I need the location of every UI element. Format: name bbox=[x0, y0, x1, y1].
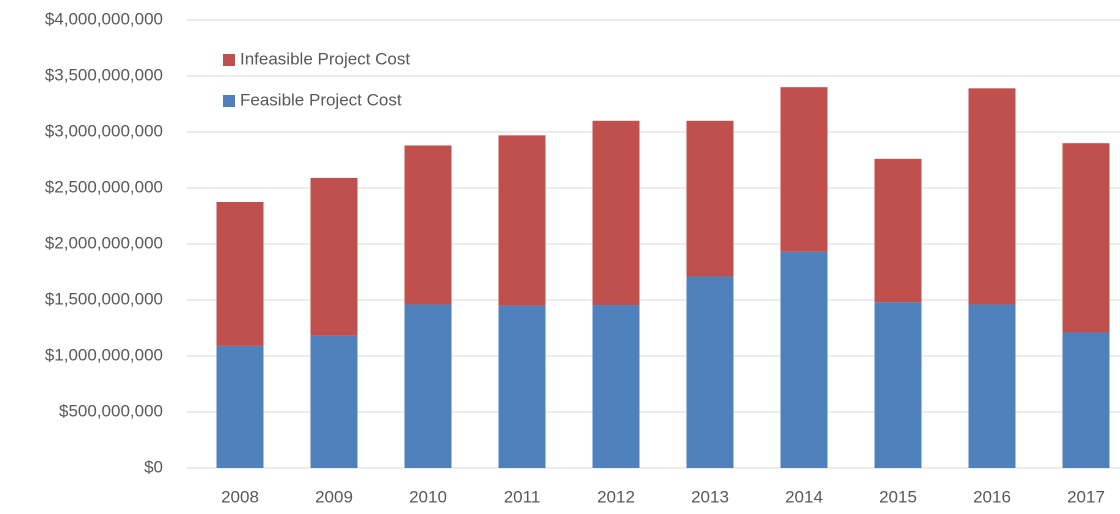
bar-segment bbox=[780, 251, 828, 468]
y-tick-label: $3,000,000,000 bbox=[45, 121, 163, 140]
x-tick-label: 2008 bbox=[221, 487, 259, 506]
bar-segment bbox=[592, 120, 640, 306]
y-tick-label: $500,000,000 bbox=[59, 401, 163, 420]
x-tick-label: 2015 bbox=[879, 487, 917, 506]
bar-segment bbox=[310, 177, 358, 336]
legend-label: Infeasible Project Cost bbox=[240, 49, 410, 68]
bar-segment bbox=[310, 335, 358, 468]
legend-swatch bbox=[223, 95, 235, 107]
bar-segment bbox=[216, 202, 264, 346]
bar-segment bbox=[1062, 143, 1110, 333]
legend-swatch bbox=[223, 54, 235, 66]
y-tick-label: $0 bbox=[144, 457, 163, 476]
bar-segment bbox=[780, 87, 828, 252]
bar-segment bbox=[1062, 332, 1110, 468]
bar-segment bbox=[874, 158, 922, 303]
bar-segment bbox=[216, 345, 264, 468]
bar-segment bbox=[968, 88, 1016, 305]
bar-segment bbox=[592, 305, 640, 468]
y-tick-label: $1,500,000,000 bbox=[45, 289, 163, 308]
x-tick-label: 2009 bbox=[315, 487, 353, 506]
x-tick-label: 2010 bbox=[409, 487, 447, 506]
bar-segment bbox=[686, 120, 734, 277]
bar-segment bbox=[498, 135, 546, 306]
y-tick-label: $1,000,000,000 bbox=[45, 345, 163, 364]
legend-label: Feasible Project Cost bbox=[240, 90, 402, 109]
bar-segment bbox=[686, 276, 734, 468]
x-tick-label: 2016 bbox=[973, 487, 1011, 506]
bar-segment bbox=[874, 302, 922, 468]
y-tick-label: $4,000,000,000 bbox=[45, 9, 163, 28]
x-tick-label: 2017 bbox=[1067, 487, 1105, 506]
x-tick-label: 2013 bbox=[691, 487, 729, 506]
y-tick-label: $2,000,000,000 bbox=[45, 233, 163, 252]
y-tick-label: $3,500,000,000 bbox=[45, 65, 163, 84]
bar-segment bbox=[404, 304, 452, 468]
y-tick-label: $2,500,000,000 bbox=[45, 177, 163, 196]
x-tick-label: 2011 bbox=[504, 487, 541, 506]
x-tick-label: 2012 bbox=[597, 487, 635, 506]
x-tick-label: 2014 bbox=[785, 487, 823, 506]
bar-segment bbox=[498, 305, 546, 468]
bar-segment bbox=[968, 304, 1016, 468]
bar-segment bbox=[404, 145, 452, 305]
